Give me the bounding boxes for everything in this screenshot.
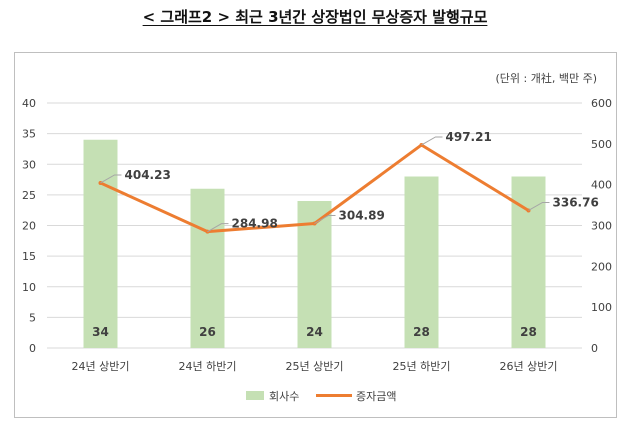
x-axis-tick-label: 24년 상반기 [72,360,130,373]
data-label-leader [421,136,443,146]
data-label-leader [528,201,550,211]
right-axis-tick-label: 200 [591,260,612,273]
bar-2 [190,188,225,348]
left-axis-tick-label: 20 [22,220,36,233]
right-axis-tick-label: 500 [591,138,612,151]
data-label-leader [100,174,122,184]
left-axis-tick-label: 15 [22,250,36,263]
bar-4 [404,176,439,348]
x-axis-tick-label: 25년 하반기 [393,359,451,373]
right-axis-tick-label: 100 [591,301,612,314]
data-label-leader [207,223,229,233]
left-axis-tick-label: 30 [22,158,36,171]
data-label-leader [314,215,336,224]
unit-note: (단위 : 개社, 백만 주) [496,71,598,85]
left-axis-tick-label: 35 [22,128,36,141]
bar-data-label: 28 [520,325,537,339]
bar-data-label: 34 [92,325,109,339]
x-axis-tick-label: 25년 상반기 [286,360,344,373]
chart-title: < 그래프2 > 최근 3년간 상장법인 무상증자 발행규모 [142,8,488,26]
bar-data-label: 26 [199,325,216,339]
right-axis-tick-label: 600 [591,97,612,110]
bar-data-label: 24 [306,325,323,339]
line-data-label: 404.23 [125,168,171,182]
x-axis-tick-label: 26년 상반기 [500,360,558,373]
bar-data-label: 28 [413,325,430,339]
chart-frame [14,52,617,418]
left-axis-tick-label: 40 [22,97,36,110]
legend-swatch-companies [246,391,264,400]
left-axis-tick-label: 5 [29,311,36,324]
legend-label-amount: 증자금액 [356,390,396,403]
right-axis-tick-label: 300 [591,220,612,233]
line-data-label: 284.98 [232,217,278,231]
line-data-label: 304.89 [339,209,385,223]
line-data-label: 336.76 [553,195,599,209]
x-axis-tick-label: 24년 하반기 [179,359,237,373]
left-axis-tick-label: 25 [22,189,36,202]
right-axis-tick-label: 0 [591,342,598,355]
right-axis-tick-label: 400 [591,179,612,192]
line-data-label: 497.21 [446,130,492,144]
legend-label-companies: 회사수 [269,390,299,403]
left-axis-tick-label: 10 [22,281,36,294]
left-axis-tick-label: 0 [29,342,36,355]
bar-1 [83,139,118,348]
